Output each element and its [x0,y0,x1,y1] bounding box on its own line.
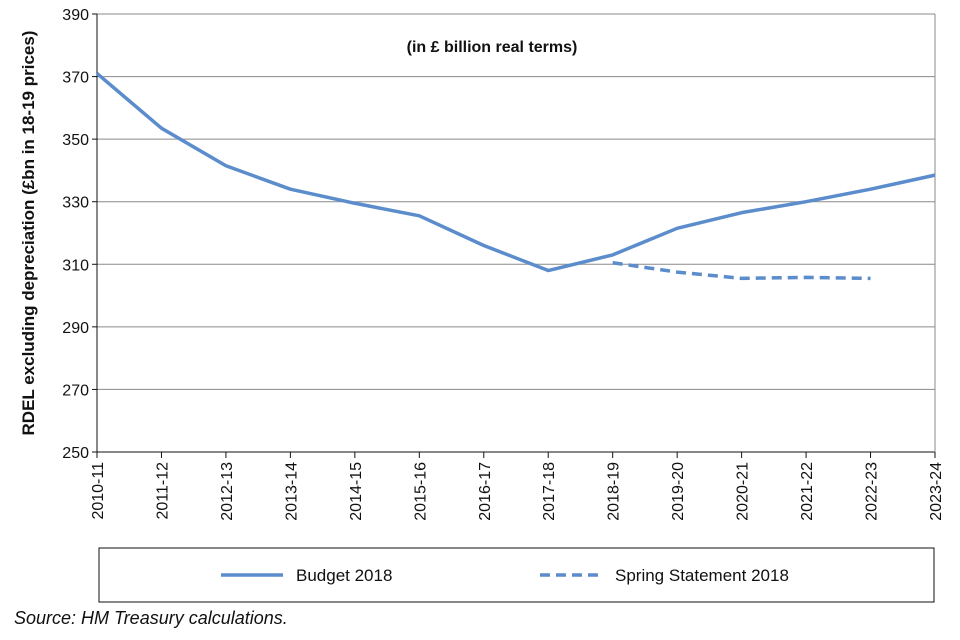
x-tick-label: 2018-19 [606,462,623,521]
chart-annotation: (in £ billion real terms) [407,39,578,56]
x-tick-label: 2012-13 [219,462,236,521]
series-lines [95,72,936,281]
series-line-spring-statement-2018 [612,260,871,281]
x-tick-label: 2016-17 [477,462,494,521]
x-tick-label: 2014-15 [348,462,365,521]
series-line-budget-2018 [95,72,936,273]
gridlines [97,13,935,390]
x-tick-label: 2021-22 [799,462,816,521]
x-tick-label: 2011-12 [154,462,171,520]
x-tick-label: 2010-11 [90,462,107,520]
y-tick-label: 250 [62,445,89,462]
x-tick-label: 2013-14 [283,462,300,521]
x-tick-label: 2017-18 [541,462,558,521]
x-tick-label: 2022-23 [864,462,881,521]
source-note: Source: HM Treasury calculations. [14,608,288,628]
legend-label-budget-2018: Budget 2018 [296,566,392,585]
y-axis-title: RDEL excluding depreciation (£bn in 18-1… [19,31,38,436]
legend: Budget 2018 Spring Statement 2018 [98,547,935,603]
x-tick-label: 2015-16 [412,462,429,521]
y-tick-label: 310 [62,257,89,274]
y-tick-label: 290 [62,320,89,337]
legend-label-spring-statement-2018: Spring Statement 2018 [615,566,789,585]
y-tick-label: 330 [62,195,89,212]
tick-labels: 250 270 290 310 330 350 370 390 2010-11 2011-12 20… [62,7,945,521]
x-tick-label: 2019-20 [670,462,687,521]
y-tick-label: 270 [62,382,89,399]
x-tick-label: 2020-21 [735,462,752,521]
y-tick-label: 350 [62,132,89,149]
y-tick-label: 370 [62,70,89,87]
axes [92,13,936,458]
y-tick-label: 390 [62,7,89,24]
x-tick-label: 2023-24 [928,462,945,521]
